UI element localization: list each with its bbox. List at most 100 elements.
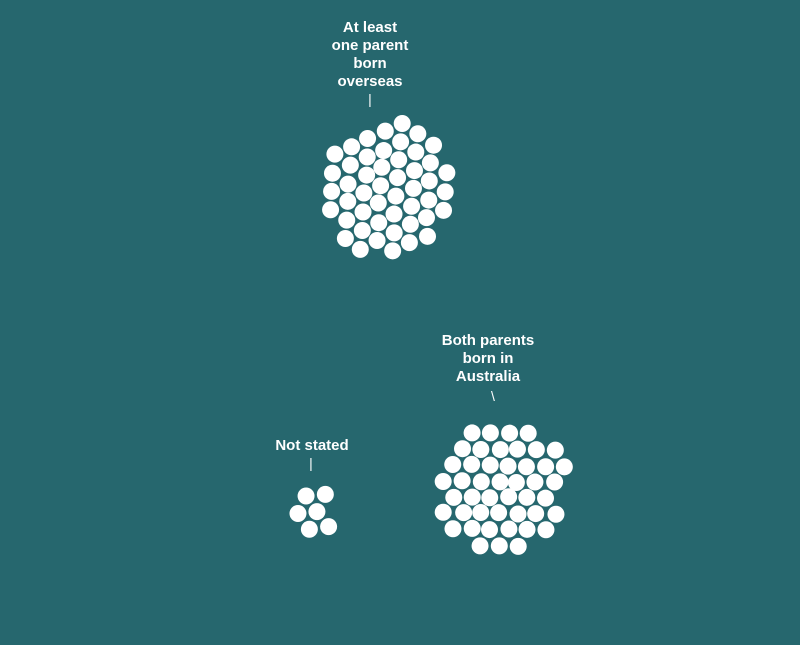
dot — [435, 473, 452, 490]
dot — [418, 209, 435, 226]
dot — [301, 521, 318, 538]
dot — [435, 202, 452, 219]
dot — [337, 230, 354, 247]
dot — [406, 162, 423, 179]
dot — [386, 206, 403, 223]
dot — [387, 188, 404, 205]
dot — [481, 489, 498, 506]
dot — [500, 458, 517, 475]
dot — [518, 489, 535, 506]
dot — [377, 123, 394, 140]
dot — [355, 185, 372, 202]
dot — [510, 538, 527, 555]
dot — [537, 458, 554, 475]
dot — [454, 440, 471, 457]
dot — [472, 504, 489, 521]
dot — [419, 228, 436, 245]
dot — [526, 474, 543, 491]
dot — [384, 242, 401, 259]
dot — [472, 441, 489, 458]
dot — [402, 216, 419, 233]
dot — [386, 224, 403, 241]
dot — [359, 130, 376, 147]
dot — [492, 473, 509, 490]
dot — [463, 456, 480, 473]
dot — [482, 457, 499, 474]
dot — [464, 489, 481, 506]
dot — [500, 488, 517, 505]
dot — [490, 504, 507, 521]
dot — [322, 201, 339, 218]
dot — [421, 172, 438, 189]
dot — [392, 133, 409, 150]
dot — [369, 232, 386, 249]
dot — [464, 520, 481, 537]
dot — [343, 138, 360, 155]
dot — [389, 169, 406, 186]
dot — [482, 424, 499, 441]
dot-cluster-infographic: At leastone parentbornoverseas|Both pare… — [0, 0, 800, 645]
dot — [390, 151, 407, 168]
dot — [298, 487, 315, 504]
dot — [537, 490, 554, 507]
dot — [338, 212, 355, 229]
dot — [437, 183, 454, 200]
dot — [556, 458, 573, 475]
dot — [492, 441, 509, 458]
dot — [444, 456, 461, 473]
dot — [359, 149, 376, 166]
dot — [320, 518, 337, 535]
dot — [455, 504, 472, 521]
dot — [425, 137, 442, 154]
dot — [355, 203, 372, 220]
dot — [454, 472, 471, 489]
cluster-not_stated-label: Not stated — [275, 437, 348, 454]
dot — [481, 521, 498, 538]
dot — [324, 165, 341, 182]
dot — [323, 183, 340, 200]
dot — [547, 506, 564, 523]
dot — [407, 144, 424, 161]
dot — [546, 474, 563, 491]
dot — [352, 241, 369, 258]
dot — [420, 192, 437, 209]
dot — [473, 473, 490, 490]
dot — [358, 167, 375, 184]
dot — [375, 142, 392, 159]
dot — [403, 198, 420, 215]
dot — [289, 505, 306, 522]
dot — [342, 157, 359, 174]
dot — [528, 441, 545, 458]
dot — [394, 115, 411, 132]
dot — [401, 234, 418, 251]
dot — [370, 214, 387, 231]
cluster-both_au-connector: \ — [491, 388, 495, 404]
dot — [409, 125, 426, 142]
dot — [509, 441, 526, 458]
dot — [354, 222, 371, 239]
dot — [527, 505, 544, 522]
dot — [445, 489, 462, 506]
dot — [520, 425, 537, 442]
dot — [308, 503, 325, 520]
dot — [500, 520, 517, 537]
dot — [373, 159, 390, 176]
dot — [491, 537, 508, 554]
dot — [405, 180, 422, 197]
dot — [435, 504, 452, 521]
cluster-overseas-connector: | — [368, 91, 372, 107]
dot — [472, 537, 489, 554]
dot — [340, 176, 357, 193]
dot — [370, 194, 387, 211]
dot — [444, 520, 461, 537]
dot — [372, 177, 389, 194]
dot — [537, 521, 554, 538]
dot — [464, 424, 481, 441]
dot — [518, 458, 535, 475]
dot — [547, 442, 564, 459]
dot — [438, 164, 455, 181]
dot — [317, 486, 334, 503]
dot — [339, 193, 356, 210]
dot — [510, 505, 527, 522]
dot — [326, 146, 343, 163]
